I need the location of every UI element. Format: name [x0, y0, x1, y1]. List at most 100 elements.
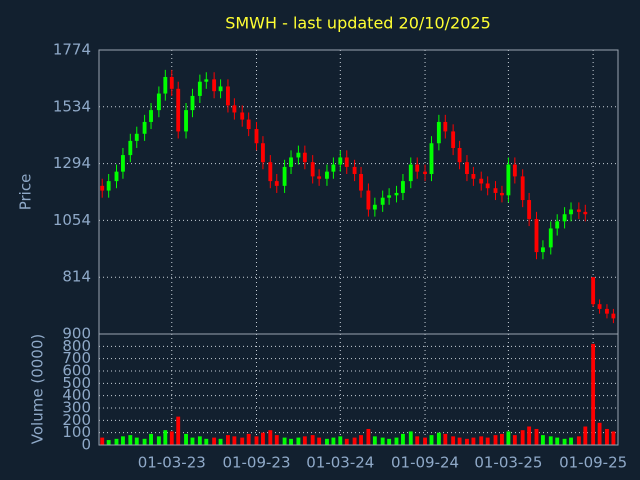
- volume-bar: [408, 431, 413, 445]
- candle-body: [338, 157, 343, 165]
- y-tick-label: 1294: [53, 154, 91, 172]
- volume-bar: [254, 436, 259, 445]
- candle-body: [184, 110, 188, 132]
- volume-bar: [310, 435, 315, 445]
- candle-body: [527, 200, 532, 219]
- volume-bar: [471, 437, 476, 445]
- candle-body: [289, 157, 293, 167]
- x-tick-label: 01-09-25: [559, 454, 627, 472]
- candle-body: [591, 277, 596, 305]
- volume-tick-label: 900: [62, 325, 91, 343]
- volume-bar: [261, 432, 265, 445]
- volume-bar: [352, 437, 357, 445]
- candle-body: [310, 162, 315, 177]
- candle-body: [128, 140, 133, 156]
- volume-tick-label: 400: [62, 386, 91, 404]
- volume-tick-label: 100: [62, 423, 91, 441]
- candle-body: [156, 93, 161, 111]
- volume-bar: [506, 431, 511, 445]
- candle-body: [520, 176, 525, 201]
- volume-bar: [555, 437, 560, 445]
- volume-bar: [190, 437, 195, 445]
- candle-body: [457, 147, 462, 163]
- candle-body: [106, 181, 111, 191]
- volume-tick-label: 300: [62, 399, 91, 417]
- volume-tick-label: 0: [81, 436, 91, 454]
- candle-body: [548, 228, 553, 248]
- volume-bar: [548, 436, 553, 445]
- volume-tick-label: 500: [62, 374, 91, 392]
- volume-tick-label: 800: [62, 337, 91, 355]
- volume-bar: [465, 438, 469, 445]
- volume-bar: [359, 435, 363, 445]
- volume-bar: [500, 433, 504, 445]
- candle-body: [212, 79, 217, 92]
- volume-bar: [212, 437, 217, 445]
- volume-bar: [226, 435, 230, 445]
- candle-body: [372, 204, 377, 210]
- candle-body: [506, 164, 511, 196]
- volume-bar: [149, 433, 153, 445]
- y-tick-label: 1534: [53, 97, 91, 115]
- candle-body: [576, 209, 581, 212]
- volume-bar: [436, 432, 441, 445]
- candle-body: [261, 143, 265, 163]
- candle-body: [394, 192, 399, 196]
- candle-body: [176, 88, 181, 132]
- x-tick-label: 01-09-23: [222, 454, 290, 472]
- volume-bar: [176, 416, 181, 445]
- candle-body: [100, 185, 105, 191]
- volume-bar: [583, 426, 588, 445]
- volume-bar: [240, 437, 245, 445]
- volume-bar: [163, 430, 168, 445]
- candle-body: [274, 181, 279, 186]
- x-tick-label: 01-03-23: [138, 454, 206, 472]
- candle-body: [541, 247, 545, 253]
- volume-bar: [541, 435, 545, 445]
- volume-bar: [218, 438, 223, 445]
- volume-bar: [204, 438, 209, 445]
- candle-body: [204, 79, 209, 82]
- volume-bar: [169, 431, 174, 445]
- volume-bar: [443, 433, 448, 445]
- chart-title: SMWH - last updated 20/10/2025: [225, 14, 491, 33]
- volume-bar: [387, 438, 392, 445]
- candle-body: [500, 192, 504, 196]
- volume-bar: [429, 435, 434, 445]
- candle-body: [415, 164, 420, 172]
- volume-bar: [338, 436, 343, 445]
- volume-bar: [605, 428, 609, 445]
- candle-body: [246, 119, 251, 130]
- candle-body: [197, 81, 202, 96]
- volume-bar: [423, 437, 427, 445]
- volume-bar: [142, 438, 147, 445]
- volume-bar: [282, 437, 287, 445]
- volume-bar: [274, 435, 279, 445]
- volume-bar: [415, 436, 420, 445]
- candle-body: [240, 112, 245, 120]
- volume-bar: [317, 437, 322, 445]
- candle-body: [597, 304, 602, 309]
- volume-axis-label: Volume (0000): [29, 334, 47, 444]
- candle-body: [359, 174, 363, 191]
- y-tick-label: 814: [62, 268, 91, 286]
- candle-body: [366, 190, 371, 210]
- volume-bar: [302, 436, 307, 445]
- volume-bar: [344, 438, 349, 445]
- volume-bar: [562, 438, 567, 445]
- volume-bar: [576, 436, 581, 445]
- candle-body: [325, 171, 329, 179]
- volume-bar: [479, 436, 484, 445]
- candle-body: [331, 164, 336, 172]
- volume-bar: [366, 428, 371, 445]
- candle-body: [387, 195, 392, 198]
- candle-body: [534, 218, 539, 253]
- volume-tick-label: 200: [62, 411, 91, 429]
- volume-tick-label: 700: [62, 349, 91, 367]
- candle-body: [232, 105, 237, 113]
- candle-body: [254, 129, 259, 144]
- volume-bar: [591, 343, 596, 445]
- volume-bar: [331, 437, 336, 445]
- candle-body: [142, 121, 147, 134]
